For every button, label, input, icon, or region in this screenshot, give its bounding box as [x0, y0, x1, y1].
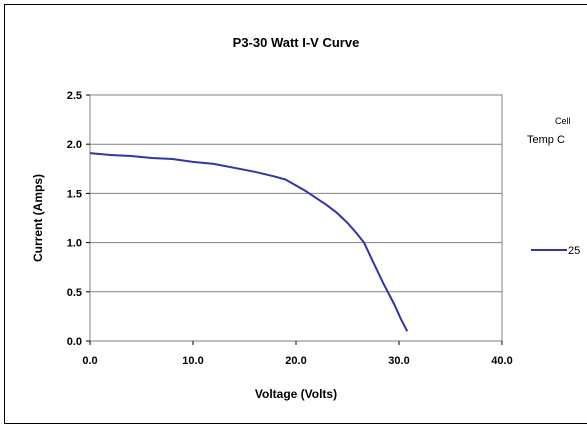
plot-area	[89, 94, 503, 342]
y-tick-label: 1.5	[67, 188, 82, 200]
x-tick-label: 10.0	[182, 355, 203, 367]
y-tick-label: 0.5	[67, 287, 82, 299]
y-axis-label: Current (Amps)	[31, 174, 45, 262]
legend-title-line2: Temp C	[527, 134, 565, 146]
y-tick-label: 2.5	[67, 90, 82, 102]
x-tick-label: 40.0	[491, 355, 512, 367]
series-layer	[89, 152, 409, 332]
iv-curve-chart: P3-30 Watt I-V Curve Voltage (Volts) Cur…	[31, 35, 580, 401]
y-tick-label: 0.0	[67, 336, 82, 348]
x-tick-label: 20.0	[285, 355, 306, 367]
legend-title-line1: Cell	[555, 116, 571, 126]
x-axis-label: Voltage (Volts)	[255, 387, 337, 401]
series-line-25	[89, 152, 409, 332]
axis-ticks: 0.0 0.5 1.0 1.5 2.0 2.5 0.0 10.0 20.0 30.0 40.0	[67, 90, 513, 367]
y-tick-label: 2.0	[67, 139, 82, 151]
legend-series-label: 25	[568, 245, 580, 257]
y-tick-label: 1.0	[67, 238, 82, 250]
chart-title: P3-30 Watt I-V Curve	[233, 35, 360, 50]
x-tick-label: 0.0	[82, 355, 97, 367]
legend: Cell Temp C 25	[527, 116, 580, 257]
x-tick-label: 30.0	[388, 355, 409, 367]
gridlines	[90, 143, 502, 293]
